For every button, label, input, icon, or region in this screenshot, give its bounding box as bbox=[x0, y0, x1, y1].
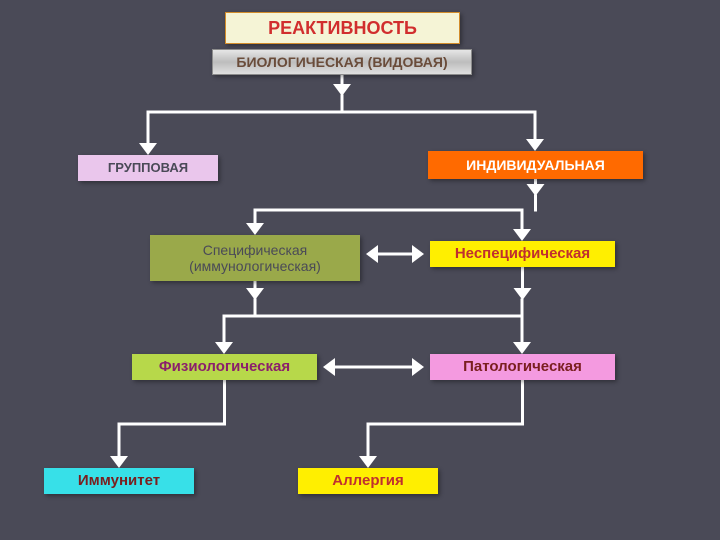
node-title: РЕАКТИВНОСТЬ bbox=[225, 12, 460, 44]
node-specific: Специфическая (иммунологическая) bbox=[150, 235, 360, 281]
node-title-label: РЕАКТИВНОСТЬ bbox=[268, 18, 417, 39]
node-pathologic-label: Патологическая bbox=[463, 358, 582, 375]
node-group: ГРУППОВАЯ bbox=[78, 155, 218, 181]
node-immunity-label: Иммунитет bbox=[78, 472, 160, 489]
node-specific-label: Специфическая (иммунологическая) bbox=[157, 242, 353, 274]
node-nonspecific-label: Неспецифическая bbox=[455, 245, 590, 262]
node-physiologic-label: Физиологическая bbox=[159, 358, 290, 375]
node-biological: БИОЛОГИЧЕСКАЯ (ВИДОВАЯ) bbox=[212, 49, 472, 75]
node-pathologic: Патологическая bbox=[430, 354, 615, 380]
diagram-background bbox=[0, 0, 720, 540]
node-allergy: Аллергия bbox=[298, 468, 438, 494]
node-nonspecific: Неспецифическая bbox=[430, 241, 615, 267]
node-biological-label: БИОЛОГИЧЕСКАЯ (ВИДОВАЯ) bbox=[236, 54, 447, 70]
node-immunity: Иммунитет bbox=[44, 468, 194, 494]
node-individual: ИНДИВИДУАЛЬНАЯ bbox=[428, 151, 643, 179]
node-physiologic: Физиологическая bbox=[132, 354, 317, 380]
node-allergy-label: Аллергия bbox=[332, 472, 403, 489]
node-individual-label: ИНДИВИДУАЛЬНАЯ bbox=[466, 157, 605, 173]
node-group-label: ГРУППОВАЯ bbox=[108, 161, 188, 176]
